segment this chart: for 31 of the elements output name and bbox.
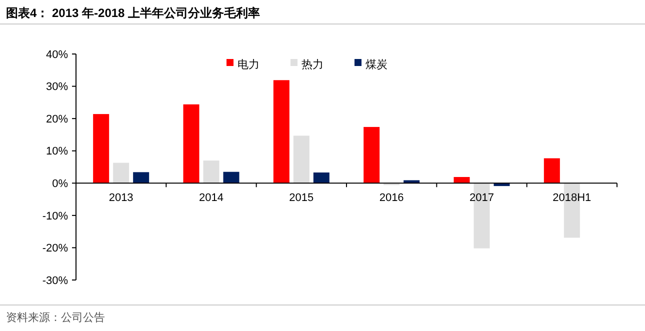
legend-label: 煤炭 xyxy=(366,58,388,71)
bar xyxy=(293,136,310,184)
bar xyxy=(273,80,290,184)
bar xyxy=(223,172,240,184)
bar xyxy=(93,114,110,184)
bar xyxy=(133,172,150,184)
legend-label: 热力 xyxy=(302,58,324,71)
text: 资料来源：公司公告 xyxy=(6,311,105,324)
bar xyxy=(454,177,470,184)
x-tick-label: 2016 xyxy=(379,192,404,204)
y-tick-label: 40% xyxy=(46,48,68,61)
bar xyxy=(203,160,220,184)
legend-label: 电力 xyxy=(238,58,260,71)
x-tick-label: 2018H1 xyxy=(552,192,592,204)
y-tick-label: 30% xyxy=(46,81,68,94)
bar xyxy=(364,126,380,184)
chart-title: 图表4： 2013 年-2018 上半年公司分业务毛利率 xyxy=(6,6,260,20)
bar xyxy=(313,172,330,184)
bar xyxy=(113,162,130,184)
bar xyxy=(544,158,560,184)
x-tick-label: 2013 xyxy=(108,192,134,204)
x-tick-label: 2015 xyxy=(289,192,314,204)
y-tick-label: 0% xyxy=(52,178,68,190)
x-tick-label: 2014 xyxy=(199,192,224,204)
x-tick-label: 2017 xyxy=(470,192,494,204)
y-tick-label: -30% xyxy=(42,274,68,287)
y-tick-label: 10% xyxy=(46,146,68,158)
y-tick-label: 20% xyxy=(46,113,68,126)
bar xyxy=(183,104,200,184)
y-tick-label: -20% xyxy=(42,242,68,255)
y-tick-label: -10% xyxy=(42,210,68,222)
